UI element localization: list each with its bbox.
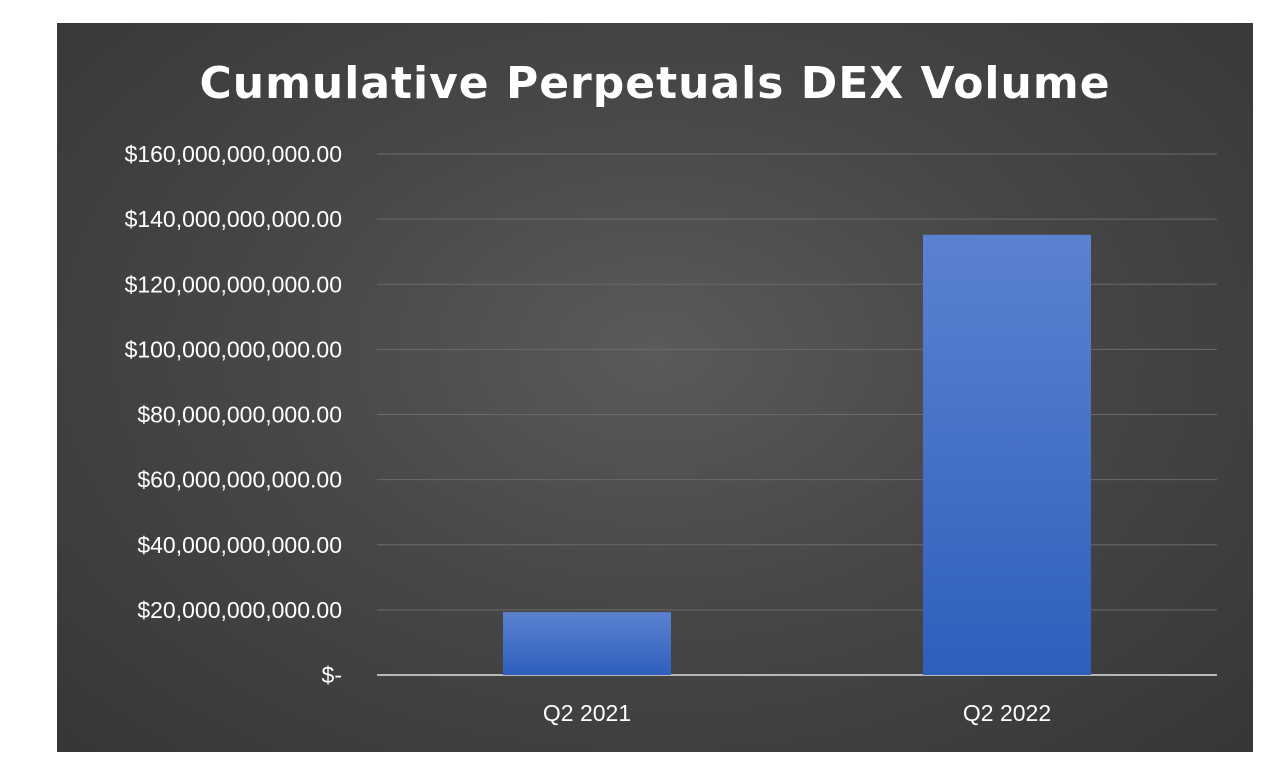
y-tick-label: $80,000,000,000.00 [137,402,342,428]
bars [503,234,1091,675]
y-tick-label: $60,000,000,000.00 [137,467,342,493]
bar-q2-2022 [923,234,1091,675]
chart-title: Cumulative Perpetuals DEX Volume [199,58,1110,109]
x-category-label: Q2 2021 [543,700,631,726]
y-tick-label: $160,000,000,000.00 [125,141,342,167]
chart-area: Cumulative Perpetuals DEX Volume $- $20,0… [57,23,1253,752]
bar-chart: Cumulative Perpetuals DEX Volume $- $20,0… [125,58,1217,726]
y-tick-label: $120,000,000,000.00 [125,271,342,297]
y-tick-label: $- [322,662,342,688]
y-tick-label: $40,000,000,000.00 [137,532,342,558]
y-axis-labels: $- $20,000,000,000.00 $40,000,000,000.00 $6… [125,141,342,688]
y-tick-label: $140,000,000,000.00 [125,206,342,232]
x-axis-labels: Q2 2021 Q2 2022 [543,700,1051,726]
x-category-label: Q2 2022 [963,700,1051,726]
y-tick-label: $100,000,000,000.00 [125,336,342,362]
y-tick-label: $20,000,000,000.00 [137,597,342,623]
bar-q2-2021 [503,612,671,675]
